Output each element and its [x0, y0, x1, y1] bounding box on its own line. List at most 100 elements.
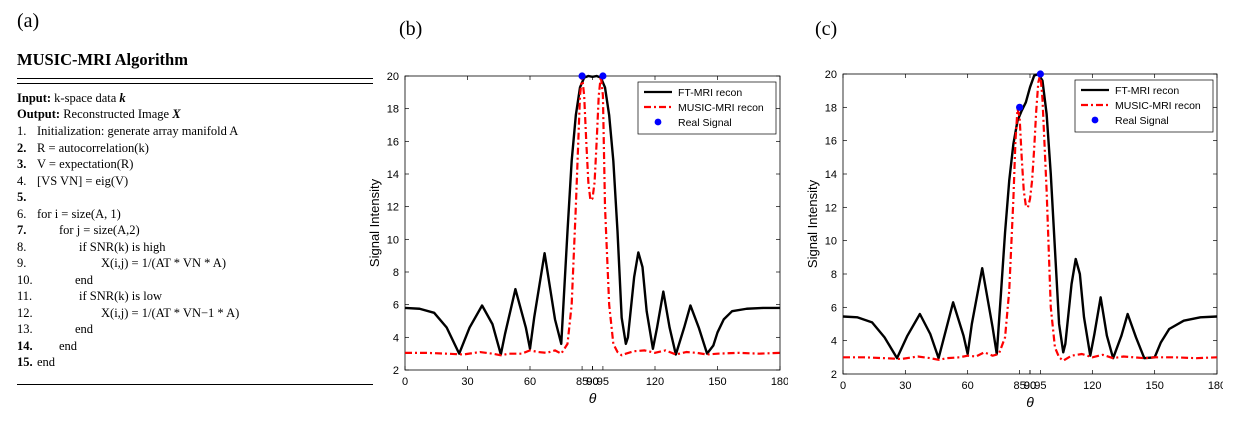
step-text: end [75, 322, 94, 336]
x-tick-label: 60 [962, 380, 974, 392]
legend-swatch [1091, 116, 1099, 124]
x-tick-label: 90 [586, 376, 598, 388]
legend-label: Real Signal [1115, 115, 1169, 127]
output-row: Output: Reconstructed Image X [17, 107, 181, 122]
y-tick-label: 14 [825, 169, 837, 181]
x-tick-label: 0 [840, 380, 846, 392]
y-tick-label: 14 [387, 169, 399, 181]
output-text: Reconstructed Image [63, 107, 170, 121]
x-tick-label: 60 [524, 376, 536, 388]
legend-label: MUSIC-MRI recon [678, 102, 764, 114]
x-tick-label: 90 [1024, 380, 1036, 392]
legend-label: FT-MRI recon [1115, 85, 1179, 97]
step-number: 7. [17, 223, 27, 237]
y-tick-label: 6 [393, 300, 399, 312]
legend-label: FT-MRI recon [678, 87, 742, 99]
output-var: X [172, 107, 181, 121]
x-axis-label: θ [589, 390, 597, 406]
y-tick-label: 10 [825, 236, 837, 248]
step-text: for j = size(A,2) [59, 223, 140, 237]
step-text: end [37, 355, 56, 369]
output-label: Output: [17, 107, 61, 121]
real-signal-point [1016, 103, 1024, 111]
y-axis-label: Signal Intensity [805, 179, 820, 268]
legend-label: MUSIC-MRI recon [1115, 100, 1201, 112]
algorithm-top-rule [17, 78, 373, 79]
y-axis-label: Signal Intensity [368, 178, 382, 267]
y-tick-label: 6 [831, 302, 837, 314]
y-tick-label: 16 [387, 136, 399, 148]
y-tick-label: 8 [831, 269, 837, 281]
x-tick-label: 95 [1034, 380, 1046, 392]
panel-label-a: (a) [17, 10, 40, 32]
step-text: end [75, 272, 94, 287]
x-tick-label: 150 [708, 376, 726, 388]
x-tick-label: 150 [1145, 380, 1163, 392]
algorithm-top-rule-2 [17, 83, 373, 84]
y-tick-label: 4 [831, 336, 837, 348]
x-tick-label: 180 [771, 376, 788, 388]
input-label: Input: [17, 91, 52, 105]
series-ft-mri-line [404, 74, 780, 356]
step-number: 1. [17, 124, 27, 138]
x-tick-label: 30 [461, 376, 473, 388]
y-tick-label: 12 [387, 202, 399, 214]
step-number: 4. [17, 173, 27, 188]
input-text: k-space data [54, 91, 117, 105]
x-tick-label: 85 [576, 376, 588, 388]
x-tick-label: 120 [1083, 380, 1101, 392]
x-axis-label: θ [1026, 394, 1034, 410]
step-text: end [59, 338, 78, 353]
step-text: X(i,j) = 1/(AT * VN−1 * A) [101, 305, 240, 320]
chart-c: 03060901201501808590952468101214161820θS… [805, 69, 1223, 410]
step-text: if SNR(k) is low [79, 289, 162, 303]
panel-label-b: (b) [399, 18, 423, 40]
step-number: 5. [17, 190, 27, 204]
x-tick-label: 90 [1024, 380, 1036, 392]
x-tick-label: 85 [1013, 380, 1025, 392]
step-number: 9. [17, 256, 27, 270]
algorithm-box: MUSIC-MRI Algorithm Input: k-space data … [17, 0, 373, 433]
real-signal-point [578, 72, 586, 80]
step-number: 2. [17, 140, 27, 155]
x-tick-label: 30 [899, 380, 911, 392]
step-number: 11. [17, 289, 33, 303]
step-text: R = autocorrelation(k) [37, 140, 149, 155]
y-tick-label: 18 [387, 104, 399, 116]
step-number: 13. [17, 322, 33, 336]
y-tick-label: 16 [825, 136, 837, 148]
y-tick-label: 10 [387, 234, 399, 246]
x-tick-label: 180 [1208, 380, 1223, 392]
step-text: Initialization: generate array manifold … [37, 124, 239, 138]
step-number: 15. [17, 355, 33, 369]
step-text: [VS VN] = eig(V) [37, 173, 129, 188]
step-number: 8. [17, 239, 27, 254]
input-row: Input: k-space data k [17, 91, 126, 106]
legend-label: Real Signal [678, 117, 732, 129]
algorithm-bottom-rule [17, 384, 373, 385]
y-tick-label: 20 [825, 69, 837, 81]
step-number: 6. [17, 206, 27, 221]
y-tick-label: 2 [393, 365, 399, 377]
y-tick-label: 8 [393, 267, 399, 279]
y-tick-label: 18 [825, 102, 837, 114]
legend-swatch [654, 118, 662, 126]
series-music-mri-line [405, 74, 781, 357]
step-number: 3. [17, 157, 27, 171]
real-signal-point [599, 72, 607, 80]
step-text: if SNR(k) is high [79, 239, 166, 254]
input-var: k [119, 91, 126, 105]
panel-label-c: (c) [815, 18, 838, 40]
x-tick-label: 0 [402, 376, 408, 388]
y-tick-label: 2 [831, 369, 837, 381]
y-tick-label: 4 [393, 332, 399, 344]
x-tick-label: 90 [586, 376, 598, 388]
chart-b: 0 30 60 90 120 150 1808590952468101214161820θS… [368, 71, 788, 406]
step-text: for i = size(A, 1) [37, 206, 121, 221]
step-number: 12. [17, 305, 33, 320]
step-text: X(i,j) = 1/(AT * VN * A) [101, 256, 226, 270]
algorithm-title: MUSIC-MRI Algorithm [17, 50, 188, 69]
step-text: V = expectation(R) [37, 157, 134, 171]
y-tick-label: 20 [387, 71, 399, 83]
